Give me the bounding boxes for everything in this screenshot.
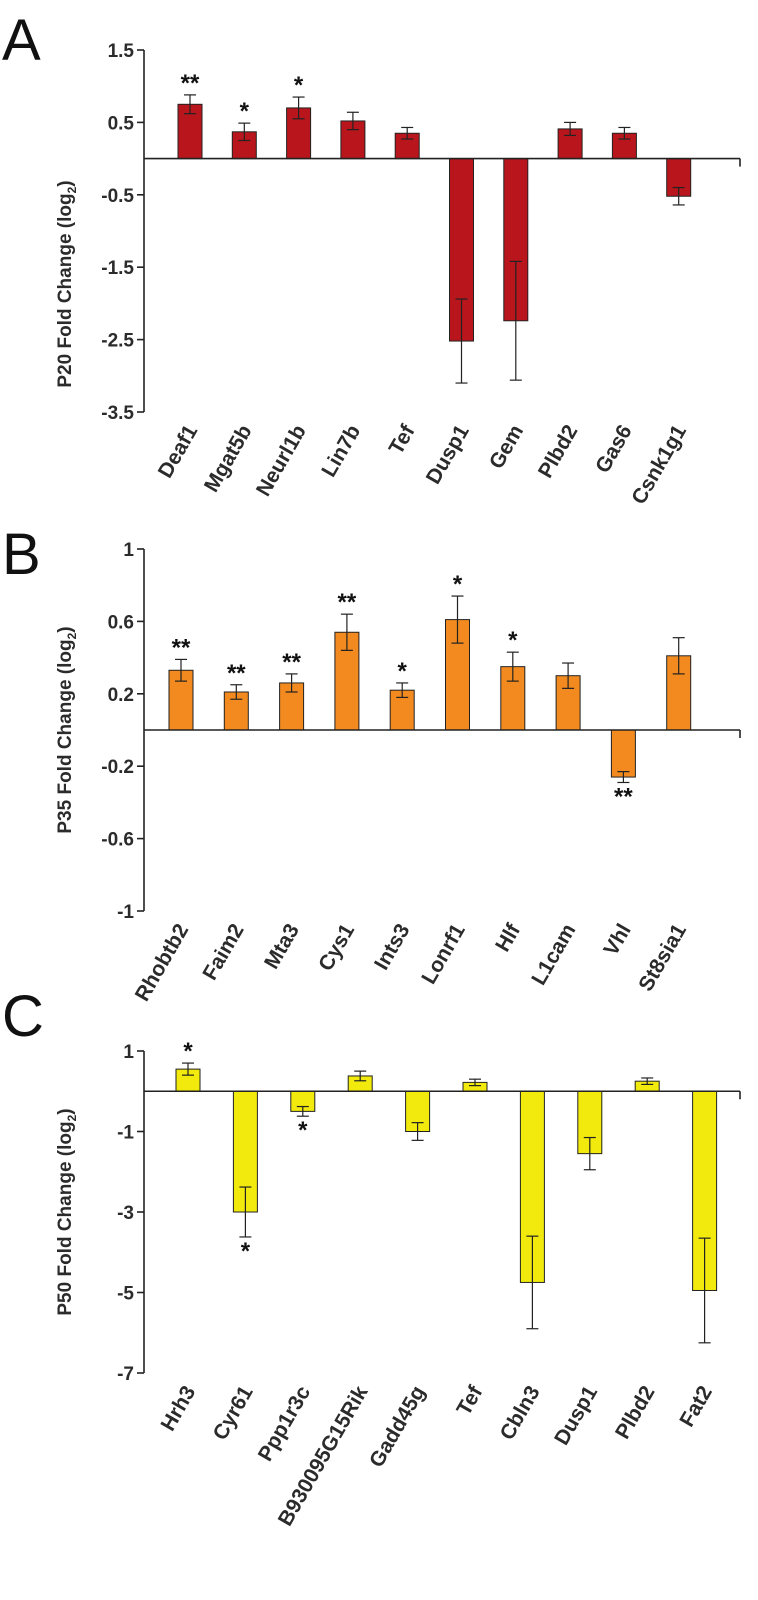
panel-c-y-tick-label: -7 <box>117 1364 134 1385</box>
panel-a-category-label: Gas6 <box>591 421 637 477</box>
panel-a-y-tick-label: -1.5 <box>101 258 134 279</box>
panel-c-significance-label: * <box>241 1238 251 1265</box>
panel-b-category-label: Faim2 <box>198 920 248 984</box>
panel-c-category-label: Plbd2 <box>611 1382 660 1443</box>
panel-a-y-axis-label: P20 Fold Change (log2) <box>55 180 79 387</box>
panel-b-significance-label: * <box>453 571 463 598</box>
panel-c-significance-label: * <box>298 1117 308 1144</box>
panel-b-bar <box>610 729 636 778</box>
panel-c-category-label: Fat2 <box>675 1382 717 1431</box>
panel-a-significance-label: ** <box>181 70 200 97</box>
panel-c-category-label: Cbln3 <box>496 1382 545 1444</box>
panel-b-y-tick-label: -0.6 <box>101 830 134 851</box>
panel-a-category-label: Dusp1 <box>422 421 474 488</box>
panel-b-y-tick-label: -1 <box>117 902 134 923</box>
panel-c: C P50 Fold Change (log2) 1 -1 -3 -5 -7 * Hrh3 *… <box>2 984 741 1530</box>
panel-c-y-tick-label: -1 <box>117 1123 134 1144</box>
panel-c-category-label: Dusp1 <box>550 1382 602 1449</box>
panel-c-category-label: Cyr61 <box>209 1382 258 1444</box>
panel-b-category-label: Hlf <box>491 919 525 956</box>
panel-a-significance-label: * <box>240 98 250 125</box>
panel-c-category-label: Hrh3 <box>156 1382 200 1435</box>
panel-b-plot: 10.60.2-0.2-0.6-1**Rhobtb2**Faim2**Mta3*… <box>101 540 741 1005</box>
panel-c-category-label: Tef <box>452 1381 487 1419</box>
panel-a-y-tick-label: 0.5 <box>108 113 135 134</box>
panel-c-y-axis-label: P50 Fold Change (log2) <box>55 1108 79 1315</box>
panel-c-significance-label: * <box>183 1038 193 1065</box>
panel-b-significance-label: ** <box>282 649 301 676</box>
panel-b-significance-label: ** <box>227 660 246 687</box>
panel-a-category-label: Lin7b <box>317 421 365 481</box>
panel-c-category-label: Ppp1r3c <box>254 1382 316 1466</box>
panel-b-category-label: St8sia1 <box>634 920 691 995</box>
panel-a-category-label: Gem <box>485 421 528 473</box>
panel-b-letter: B <box>2 522 41 587</box>
panel-c-y-tick-label: -3 <box>117 1203 134 1224</box>
panel-a-y-tick-label: -3.5 <box>101 403 134 424</box>
panel-a-category-label: Csnk1g1 <box>627 421 691 509</box>
panel-a-category-label: Tef <box>385 420 420 458</box>
panel-b: B P35 Fold Change (log2) 1 0.6 0.2 -0.2 -0.6… <box>2 522 741 1005</box>
panel-c-letter: C <box>2 984 44 1049</box>
panel-a-category-label: Deaf1 <box>154 421 203 482</box>
panel-a-letter: A <box>2 8 41 73</box>
panel-b-category-label: Vhl <box>599 920 635 960</box>
panel-b-significance-label: * <box>398 658 408 685</box>
panel-a-category-label: Plbd2 <box>534 421 583 482</box>
panel-a-plot: 1.5 0.5 -0.5 -1.5 -2.5 -3.5 ** Deaf1 * Mgat5b * Neu… <box>101 41 741 509</box>
panel-b-y-tick-label: 0.6 <box>108 612 134 633</box>
panel-b-y-tick-label: 0.2 <box>108 685 134 706</box>
panel-c-y-tick-label: -5 <box>117 1284 134 1305</box>
panel-a-y-tick-label: -2.5 <box>101 331 134 352</box>
panel-b-significance-label: ** <box>172 634 191 661</box>
panel-a: A P20 Fold Change (log2) 1.5 0.5 -0.5 -1.5 -… <box>2 8 741 509</box>
panel-a-category-label: Mgat5b <box>200 421 257 496</box>
panel-b-category-label: Ints3 <box>370 920 414 974</box>
panel-a-significance-label: * <box>294 72 304 99</box>
panel-a-category-label: Neurl1b <box>252 421 311 500</box>
panel-b-significance-label: ** <box>614 783 633 810</box>
panel-a-y-tick-label: -0.5 <box>101 186 134 207</box>
panel-c-plot: 1-1-3-5-7*Hrh3*Cyr61*Ppp1r3cB930095G15Ri… <box>117 1038 741 1530</box>
panel-b-category-label: Lonrf1 <box>417 920 470 988</box>
panel-b-category-label: Cys1 <box>314 920 359 975</box>
panel-b-category-label: Mta3 <box>260 920 304 973</box>
panel-c-y-tick-label: 1 <box>123 1042 134 1063</box>
panel-b-significance-label: * <box>508 627 518 654</box>
panel-b-significance-label: ** <box>338 589 357 616</box>
panel-b-y-tick-label: -0.2 <box>101 757 134 778</box>
panel-b-y-tick-label: 1 <box>123 540 134 561</box>
panel-b-y-axis-label: P35 Fold Change (log2) <box>55 626 79 833</box>
panel-c-category-label: Gadd45g <box>365 1382 430 1471</box>
panel-b-category-label: L1cam <box>527 920 580 989</box>
panel-b-category-label: Rhobtb2 <box>131 920 193 1005</box>
panel-a-y-tick-label: 1.5 <box>108 41 135 62</box>
